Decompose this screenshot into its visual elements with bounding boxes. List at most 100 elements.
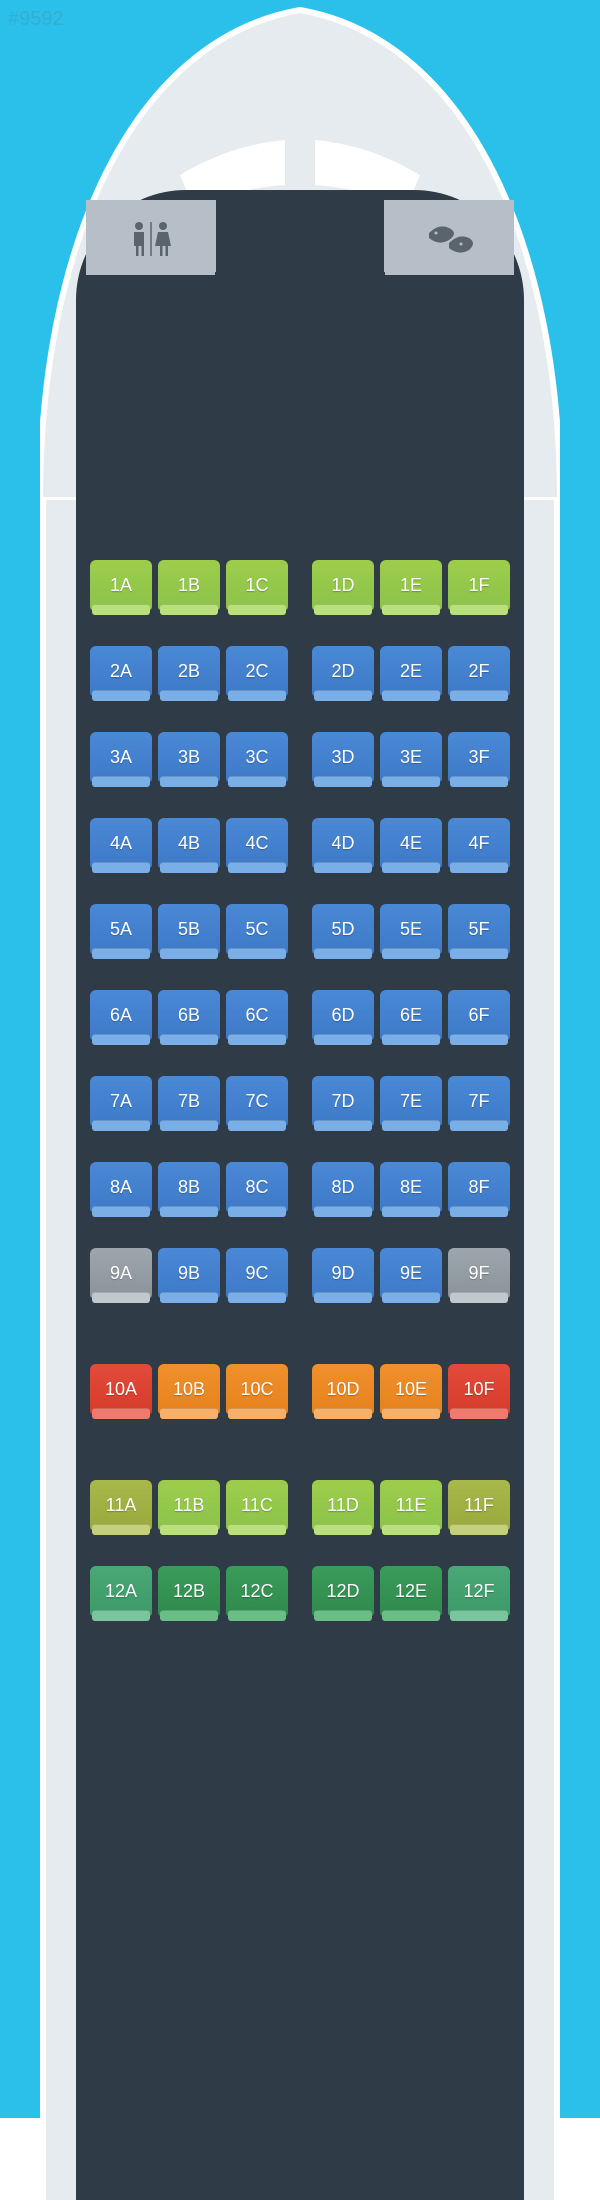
seat-11A[interactable]: 11A — [90, 1480, 152, 1530]
row-6-right: 6D6E6F — [312, 990, 510, 1042]
seat-7B[interactable]: 7B — [158, 1076, 220, 1126]
seat-2A[interactable]: 2A — [90, 646, 152, 696]
seat-11C[interactable]: 11C — [226, 1480, 288, 1530]
seat-12B[interactable]: 12B — [158, 1566, 220, 1616]
seat-row-5: 5A5B5C 5D5E5F — [90, 904, 510, 956]
row-12-left: 12A12B12C — [90, 1566, 288, 1618]
row-7-right: 7D7E7F — [312, 1076, 510, 1128]
row-9-left: 9A9B9C — [90, 1248, 288, 1300]
seat-12F[interactable]: 12F — [448, 1566, 510, 1616]
seat-7E[interactable]: 7E — [380, 1076, 442, 1126]
seat-10A[interactable]: 10A — [90, 1364, 152, 1414]
seat-4B[interactable]: 4B — [158, 818, 220, 868]
seat-5A[interactable]: 5A — [90, 904, 152, 954]
row-8-right: 8D8E8F — [312, 1162, 510, 1214]
row-1-right: 1D1E1F — [312, 560, 510, 612]
seat-3E[interactable]: 3E — [380, 732, 442, 782]
seat-row-8: 8A8B8C 8D8E8F — [90, 1162, 510, 1214]
seat-10B[interactable]: 10B — [158, 1364, 220, 1414]
seat-1E[interactable]: 1E — [380, 560, 442, 610]
seat-row-3: 3A3B3C 3D3E3F — [90, 732, 510, 784]
seat-9E[interactable]: 9E — [380, 1248, 442, 1298]
seat-4D[interactable]: 4D — [312, 818, 374, 868]
row-3-right: 3D3E3F — [312, 732, 510, 784]
seat-6B[interactable]: 6B — [158, 990, 220, 1040]
seat-4C[interactable]: 4C — [226, 818, 288, 868]
seat-5B[interactable]: 5B — [158, 904, 220, 954]
seat-12C[interactable]: 12C — [226, 1566, 288, 1616]
seat-5D[interactable]: 5D — [312, 904, 374, 954]
seat-row-7: 7A7B7C 7D7E7F — [90, 1076, 510, 1128]
galley-box — [384, 200, 514, 275]
seat-5C[interactable]: 5C — [226, 904, 288, 954]
row-5-right: 5D5E5F — [312, 904, 510, 956]
seat-row-12: 12A12B12C 12D12E12F — [90, 1566, 510, 1618]
seat-row-10: 10A10B10C 10D10E10F — [90, 1364, 510, 1416]
seat-6C[interactable]: 6C — [226, 990, 288, 1040]
row-4-left: 4A4B4C — [90, 818, 288, 870]
seat-11E[interactable]: 11E — [380, 1480, 442, 1530]
seat-10C[interactable]: 10C — [226, 1364, 288, 1414]
exit-row-gap — [90, 1334, 510, 1364]
seat-4A[interactable]: 4A — [90, 818, 152, 868]
seat-8A[interactable]: 8A — [90, 1162, 152, 1212]
row-10-right: 10D10E10F — [312, 1364, 510, 1416]
row-12-right: 12D12E12F — [312, 1566, 510, 1618]
seat-8E[interactable]: 8E — [380, 1162, 442, 1212]
seat-1C[interactable]: 1C — [226, 560, 288, 610]
seat-11B[interactable]: 11B — [158, 1480, 220, 1530]
seat-11D[interactable]: 11D — [312, 1480, 374, 1530]
seat-10E[interactable]: 10E — [380, 1364, 442, 1414]
seat-1A[interactable]: 1A — [90, 560, 152, 610]
seat-1F[interactable]: 1F — [448, 560, 510, 610]
seat-9B[interactable]: 9B — [158, 1248, 220, 1298]
row-11-right: 11D11E11F — [312, 1480, 510, 1532]
seat-7C[interactable]: 7C — [226, 1076, 288, 1126]
seat-12E[interactable]: 12E — [380, 1566, 442, 1616]
seat-3C[interactable]: 3C — [226, 732, 288, 782]
seat-8F[interactable]: 8F — [448, 1162, 510, 1212]
seat-6F[interactable]: 6F — [448, 990, 510, 1040]
seat-3B[interactable]: 3B — [158, 732, 220, 782]
seat-9F[interactable]: 9F — [448, 1248, 510, 1298]
row-10-left: 10A10B10C — [90, 1364, 288, 1416]
seat-9A[interactable]: 9A — [90, 1248, 152, 1298]
row-11-left: 11A11B11C — [90, 1480, 288, 1532]
seat-11F[interactable]: 11F — [448, 1480, 510, 1530]
seat-5F[interactable]: 5F — [448, 904, 510, 954]
seat-4E[interactable]: 4E — [380, 818, 442, 868]
seat-1D[interactable]: 1D — [312, 560, 374, 610]
seat-3A[interactable]: 3A — [90, 732, 152, 782]
seat-2D[interactable]: 2D — [312, 646, 374, 696]
seat-5E[interactable]: 5E — [380, 904, 442, 954]
seat-8D[interactable]: 8D — [312, 1162, 374, 1212]
galley-icon — [419, 218, 479, 258]
seat-row-2: 2A2B2C 2D2E2F — [90, 646, 510, 698]
row-9-right: 9D9E9F — [312, 1248, 510, 1300]
seat-7D[interactable]: 7D — [312, 1076, 374, 1126]
seat-3F[interactable]: 3F — [448, 732, 510, 782]
seat-10F[interactable]: 10F — [448, 1364, 510, 1414]
seat-2C[interactable]: 2C — [226, 646, 288, 696]
seat-row-4: 4A4B4C 4D4E4F — [90, 818, 510, 870]
row-8-left: 8A8B8C — [90, 1162, 288, 1214]
seat-2B[interactable]: 2B — [158, 646, 220, 696]
seat-8C[interactable]: 8C — [226, 1162, 288, 1212]
seat-6D[interactable]: 6D — [312, 990, 374, 1040]
seat-8B[interactable]: 8B — [158, 1162, 220, 1212]
seat-6E[interactable]: 6E — [380, 990, 442, 1040]
seat-row-6: 6A6B6C 6D6E6F — [90, 990, 510, 1042]
seat-3D[interactable]: 3D — [312, 732, 374, 782]
seat-10D[interactable]: 10D — [312, 1364, 374, 1414]
seat-9D[interactable]: 9D — [312, 1248, 374, 1298]
seat-2E[interactable]: 2E — [380, 646, 442, 696]
seat-6A[interactable]: 6A — [90, 990, 152, 1040]
seat-2F[interactable]: 2F — [448, 646, 510, 696]
seat-1B[interactable]: 1B — [158, 560, 220, 610]
seat-12A[interactable]: 12A — [90, 1566, 152, 1616]
seat-12D[interactable]: 12D — [312, 1566, 374, 1616]
seat-9C[interactable]: 9C — [226, 1248, 288, 1298]
seat-7F[interactable]: 7F — [448, 1076, 510, 1126]
seat-4F[interactable]: 4F — [448, 818, 510, 868]
seat-7A[interactable]: 7A — [90, 1076, 152, 1126]
